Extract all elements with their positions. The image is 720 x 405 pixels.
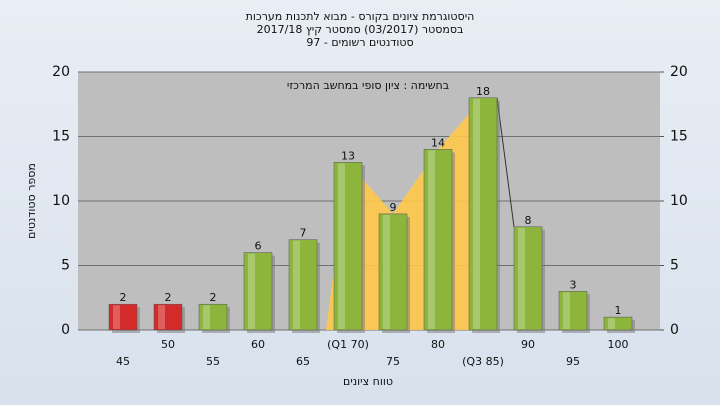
bar-highlight [293, 240, 300, 329]
bar-highlight [563, 292, 570, 329]
x-tick-label: 95 [566, 355, 580, 368]
x-tick-label: 90 [521, 338, 535, 351]
title-line: היסטוגרמת ציונים בקורס - מבוא לתכנות מער… [246, 10, 475, 23]
bar-highlight [383, 214, 390, 329]
bar [333, 162, 363, 331]
x-tick-label: 75 [386, 355, 400, 368]
y-tick-label: 5 [61, 258, 70, 274]
value-label: 8 [525, 214, 532, 227]
x-tick-label: (Q1 70) [327, 338, 369, 351]
value-label: 9 [390, 201, 397, 214]
x-tick-label: 45 [116, 355, 130, 368]
bar-highlight [113, 305, 120, 329]
y-tick-label: 15 [52, 129, 70, 145]
bar-highlight [248, 253, 255, 329]
annotation: בחשימה : ציון סופי במחשב המרכזי [287, 79, 449, 92]
bar [198, 303, 228, 331]
bar [153, 303, 183, 331]
bar-highlight [428, 150, 435, 329]
bar [513, 226, 543, 331]
y2-tick-label: 5 [670, 258, 679, 274]
x-tick-label: 65 [296, 355, 310, 368]
value-label: 3 [570, 278, 577, 291]
x-tick-label: (Q3 85) [462, 355, 504, 368]
bar [603, 316, 633, 331]
bar [108, 303, 138, 331]
bar [288, 239, 318, 331]
y-tick-label: 0 [61, 322, 70, 338]
bar [468, 97, 498, 331]
y-axis-label: מספר סטודנטים [25, 163, 38, 239]
value-label: 6 [255, 240, 262, 253]
x-tick-label: 50 [161, 338, 175, 351]
bar [243, 252, 273, 331]
value-label: 14 [431, 136, 445, 149]
y2-tick-label: 0 [670, 322, 679, 338]
bar-highlight [608, 318, 615, 329]
value-label: 2 [210, 291, 217, 304]
bar [558, 291, 588, 331]
value-label: 7 [300, 227, 307, 240]
x-tick-label: 80 [431, 338, 445, 351]
bar-highlight [158, 305, 165, 329]
value-label: 13 [341, 149, 355, 162]
y2-tick-label: 20 [670, 64, 688, 80]
bar-highlight [203, 305, 210, 329]
bar-highlight [518, 227, 525, 329]
value-label: 2 [165, 291, 172, 304]
y2-tick-label: 15 [670, 129, 688, 145]
title-line: סטודנטים רשומים - 97 [306, 36, 413, 49]
title-line: בסמסטר (03/2017) סמסטר קיץ 2017/18 [257, 23, 464, 36]
x-tick-label: 55 [206, 355, 220, 368]
value-label: 2 [120, 291, 127, 304]
bar-highlight [473, 98, 480, 329]
value-label: 1 [615, 304, 622, 317]
bar [378, 213, 408, 331]
value-label: 18 [476, 85, 490, 98]
x-tick-label: 100 [608, 338, 629, 351]
bar-highlight [338, 163, 345, 329]
y-tick-label: 10 [52, 193, 70, 209]
bar [423, 149, 453, 331]
x-tick-label: 60 [251, 338, 265, 351]
y-tick-label: 20 [52, 64, 70, 80]
y2-tick-label: 10 [670, 193, 688, 209]
x-axis-label: טווח ציונים [343, 375, 393, 388]
